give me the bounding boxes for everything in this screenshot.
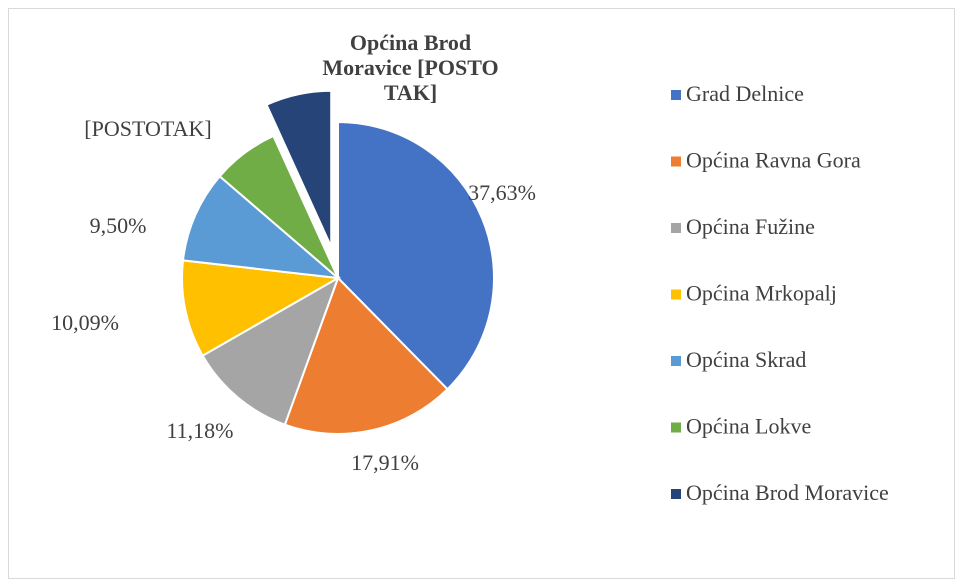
pie-slice: [181, 259, 342, 357]
data-label: 10,09%: [51, 310, 119, 335]
data-label: 37,63%: [468, 180, 536, 205]
pie-slice: [337, 120, 495, 391]
pie-slice: [218, 134, 339, 279]
legend-label: Općina Skrad: [686, 347, 806, 372]
legend-swatch: [671, 223, 681, 233]
legend-swatch: [671, 356, 681, 366]
data-label-name: Općina Brod Moravice: [322, 30, 472, 80]
legend-swatch: [671, 156, 681, 167]
data-label: Općina Brod Moravice [POSTOTAK]: [318, 30, 503, 105]
legend-swatch: [671, 422, 681, 433]
legend-label: Općina Brod Moravice: [686, 480, 889, 505]
legend-swatch: [671, 289, 681, 300]
pie-slice: [181, 174, 342, 280]
legend-label: Općina Fužine: [686, 214, 815, 239]
data-label-value: [POSTOTAK]: [383, 55, 499, 105]
data-label: 17,91%: [351, 450, 419, 475]
pie-slice: [283, 276, 449, 435]
pie-slice: [201, 275, 340, 426]
data-label: 9,50%: [90, 213, 147, 238]
legend-label: Općina Mrkopalj: [686, 281, 837, 306]
legend-swatch: [671, 489, 681, 499]
pie-slice: [265, 89, 333, 248]
legend-label: Općina Lokve: [686, 414, 811, 439]
chart-frame: [8, 8, 955, 579]
legend-label: Grad Delnice: [686, 81, 804, 106]
legend-label: Općina Ravna Gora: [686, 148, 861, 173]
data-label: 11,18%: [166, 418, 233, 443]
legend-swatch: [671, 90, 681, 100]
data-label: [POSTOTAK]: [84, 116, 211, 141]
